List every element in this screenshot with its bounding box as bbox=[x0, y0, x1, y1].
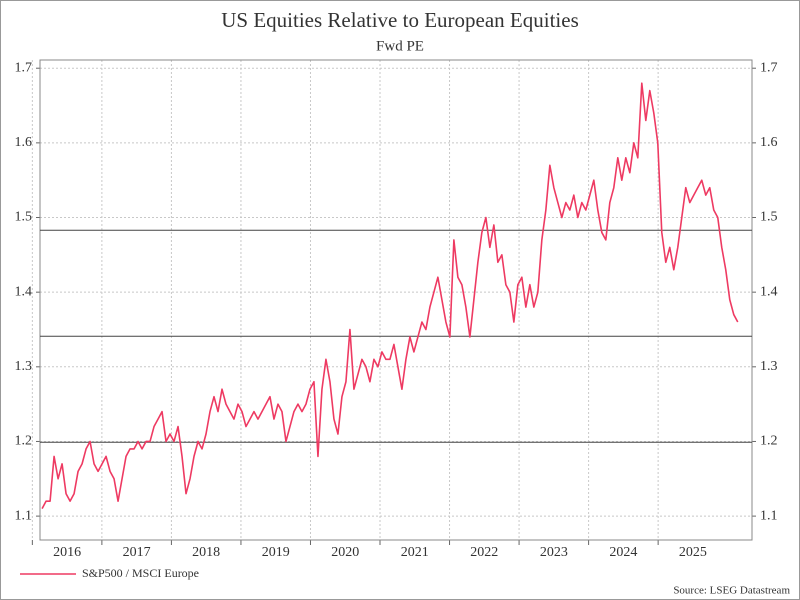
line-series bbox=[41, 82, 739, 510]
y2-tick-label: 1.1 bbox=[760, 508, 778, 523]
x-tick-label: 2019 bbox=[262, 545, 290, 560]
chart-title: US Equities Relative to European Equitie… bbox=[221, 8, 579, 32]
x-tick-label: 2024 bbox=[609, 545, 637, 560]
x-tick-label: 2020 bbox=[331, 545, 359, 560]
x-tick-label: 2022 bbox=[470, 545, 498, 560]
y-tick-label: 1.5 bbox=[15, 210, 33, 225]
y2-tick-label: 1.2 bbox=[760, 434, 778, 449]
x-tick-label: 2023 bbox=[540, 545, 568, 560]
y-tick-label: 1.1 bbox=[15, 508, 33, 523]
y-tick-label: 1.3 bbox=[15, 359, 33, 374]
y2-tick-label: 1.4 bbox=[760, 284, 778, 299]
y2-tick-label: 1.5 bbox=[760, 210, 778, 225]
y-tick-label: 1.2 bbox=[15, 434, 33, 449]
y2-tick-label: 1.7 bbox=[760, 60, 778, 75]
x-tick-label: 2025 bbox=[679, 545, 707, 560]
x-tick-label: 2021 bbox=[401, 545, 429, 560]
y-tick-label: 1.6 bbox=[15, 135, 33, 150]
source: Source: LSEG Datastream bbox=[673, 585, 790, 597]
x-tick-label: 2016 bbox=[53, 545, 81, 560]
y-tick-label: 1.7 bbox=[15, 60, 33, 75]
y-tick-label: 1.4 bbox=[15, 284, 33, 299]
y2-tick-label: 1.3 bbox=[760, 359, 778, 374]
plot-frame bbox=[39, 59, 753, 541]
x-tick-label: 2017 bbox=[123, 545, 151, 560]
x-tick-label: 2018 bbox=[192, 545, 220, 560]
y2-tick-label: 1.6 bbox=[760, 135, 778, 150]
legend-label: S&P500 / MSCI Europe bbox=[82, 566, 199, 580]
chart-subtitle: Fwd PE bbox=[376, 38, 424, 54]
